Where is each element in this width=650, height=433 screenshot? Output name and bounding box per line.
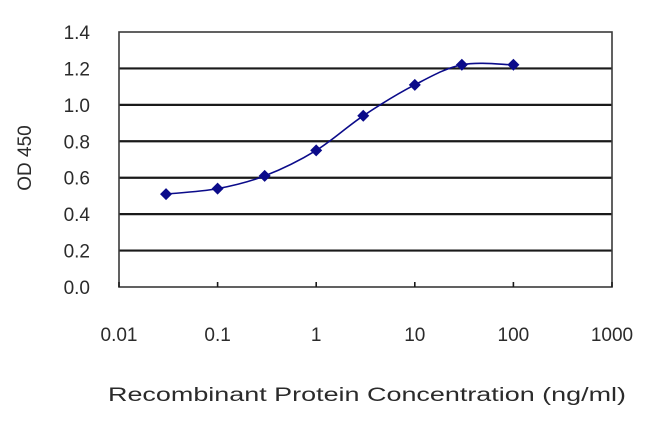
y-tick-label: 0.8 (64, 132, 90, 153)
x-tick-label: 0.1 (204, 325, 230, 346)
x-axis-title: Recombinant Protein Concentration (ng/ml… (108, 385, 626, 406)
data-point-diamond-icon (258, 169, 271, 182)
series-line (165, 62, 514, 195)
y-axis-title: OD 450 (15, 125, 36, 190)
y-tick-label: 1.4 (64, 23, 91, 44)
x-tick-label: 10 (404, 325, 425, 346)
data-point-diamond-icon (408, 78, 421, 91)
data-point-diamond-icon (160, 188, 173, 201)
data-point-diamond-icon (211, 182, 224, 195)
y-tick-label: 1.2 (64, 59, 90, 80)
x-tick-label: 0.01 (101, 325, 138, 346)
y-tick-label: 0.6 (64, 169, 90, 190)
data-point-diamond-icon (310, 144, 323, 157)
x-tick-label: 1000 (591, 325, 633, 346)
x-axis-tick-labels: 0.01 0.1 1 10 100 1000 (101, 325, 634, 346)
y-tick-label: 0.4 (64, 205, 91, 226)
y-axis-tick-labels: 0.0 0.2 0.4 0.6 0.8 1.0 1.2 1.4 (64, 23, 91, 299)
x-tick-label: 100 (498, 325, 530, 346)
y-tick-label: 0.0 (64, 278, 90, 299)
data-point-diamond-icon (455, 58, 468, 71)
plot-frame (118, 31, 613, 288)
gridlines (119, 67, 612, 252)
data-series (160, 58, 520, 201)
data-point-diamond-icon (357, 109, 370, 122)
x-tick-label: 1 (311, 325, 322, 346)
y-tick-label: 0.2 (64, 242, 90, 263)
x-axis-ticks (118, 282, 613, 287)
data-point-diamond-icon (507, 58, 520, 71)
y-tick-label: 1.0 (64, 96, 90, 117)
